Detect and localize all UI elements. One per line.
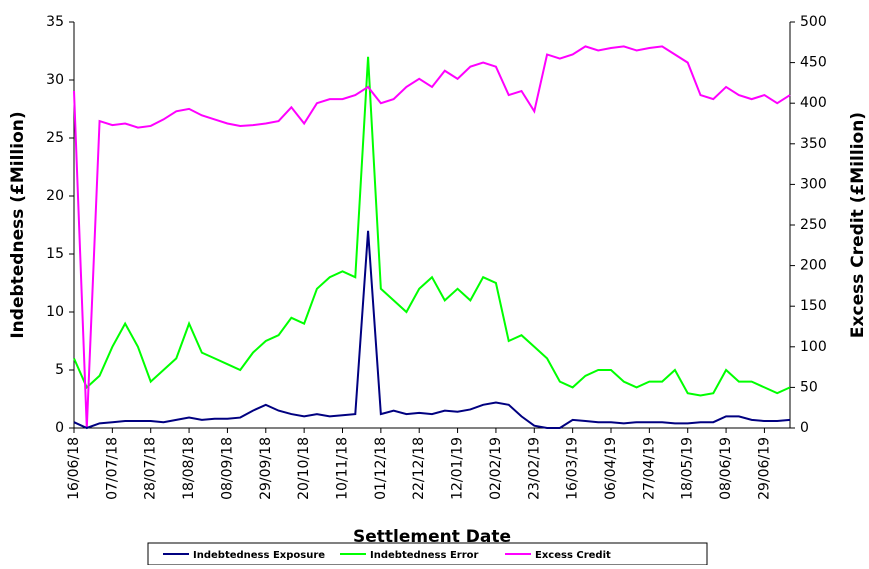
x-axis-title: Settlement Date [353,527,511,547]
y2-tick-label: 450 [800,55,827,71]
x-tick-label: 20/10/18 [296,437,312,500]
y2-axis-title: Excess Credit (£Million) [848,112,868,338]
series-line [73,230,791,430]
y-tick-label: 15 [46,246,64,262]
y2-tick-label: 50 [800,379,818,395]
x-tick-label: 06/04/19 [603,437,619,500]
x-tick-label: 18/05/19 [680,437,696,500]
x-tick-label: 23/02/19 [526,437,542,500]
y-tick-label: 20 [46,188,64,204]
y-tick-label: 10 [46,304,64,320]
y-tick-label: 25 [46,130,64,146]
y2-tick-label: 250 [800,217,827,233]
x-tick-label: 16/03/19 [565,437,581,500]
y2-tick-label: 100 [800,339,827,355]
x-tick-label: 08/09/18 [219,437,235,500]
series-line [73,56,791,397]
y2-tick-label: 500 [800,14,827,30]
y2-tick-label: 300 [800,176,827,192]
y-tick-label: 0 [55,420,64,436]
x-tick-label: 02/02/19 [488,437,504,500]
y2-tick-label: 350 [800,136,827,152]
y2-tick-label: 0 [800,420,809,436]
legend-label: Indebtedness Error [370,550,479,561]
y-tick-label: 30 [46,72,64,88]
x-tick-label: 22/12/18 [411,437,427,500]
x-tick-label: 16/06/18 [66,437,82,500]
x-tick-label: 29/06/19 [756,437,772,500]
y2-tick-label: 150 [800,298,827,314]
legend-label: Indebtedness Exposure [193,550,325,561]
y2-tick-label: 200 [800,258,827,274]
x-tick-label: 28/07/18 [143,437,159,500]
y-tick-label: 35 [46,14,64,30]
x-tick-label: 18/08/18 [181,437,197,500]
x-tick-label: 08/06/19 [718,437,734,500]
x-tick-label: 10/11/18 [335,437,351,500]
series-line [73,45,791,429]
y-axis-title: Indebtedness (£Million) [8,111,28,338]
x-tick-label: 12/01/19 [450,437,466,500]
x-tick-label: 07/07/18 [104,437,120,500]
x-tick-label: 29/09/18 [258,437,274,500]
x-tick-label: 01/12/18 [373,437,389,500]
x-tick-label: 27/04/19 [641,437,657,500]
y-tick-label: 5 [55,362,64,378]
legend-label: Excess Credit [535,550,611,561]
y2-tick-label: 400 [800,95,827,111]
